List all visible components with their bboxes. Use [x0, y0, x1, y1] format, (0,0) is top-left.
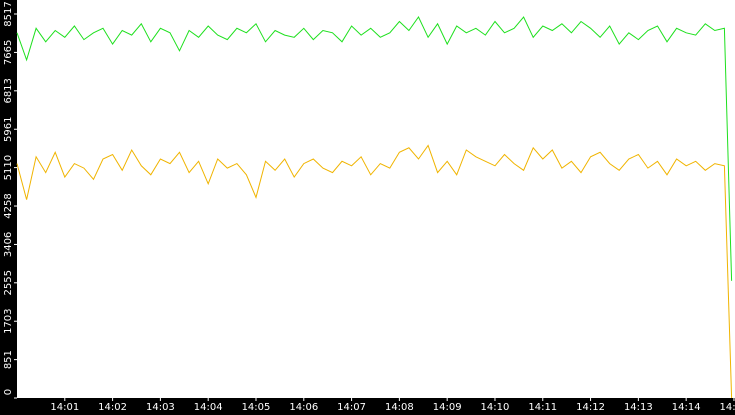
x-axis-band: [0, 398, 735, 415]
y-tick-label: 851: [3, 350, 14, 369]
y-tick-label: 8517: [3, 1, 14, 26]
y-tick-label: 3406: [3, 232, 14, 257]
series-line: [16, 16, 733, 281]
x-tick-label: 14:02: [98, 402, 127, 413]
x-tick-label: 14:04: [194, 402, 223, 413]
y-tick-label: 6813: [3, 78, 14, 103]
y-tick-label: 4258: [3, 193, 14, 218]
x-tick-label: 14:14: [672, 402, 701, 413]
y-tick-label: 5110: [3, 155, 14, 180]
x-tick-label: 14:06: [289, 402, 318, 413]
x-tick-label: 14:05: [242, 402, 271, 413]
y-axis-band: [0, 0, 17, 415]
x-tick-label: 14:01: [50, 402, 79, 413]
y-tick-label: 7665: [3, 40, 14, 65]
x-tick-label: 14:11: [528, 402, 557, 413]
x-tick-label: 14:08: [385, 402, 414, 413]
x-tick-label: 14:13: [624, 402, 653, 413]
y-tick-label: 1703: [3, 308, 14, 333]
x-tick-label: 14:15: [720, 402, 735, 413]
x-tick-label: 14:09: [433, 402, 462, 413]
y-tick-label: 2555: [3, 270, 14, 295]
y-tick-label: 0: [3, 389, 14, 395]
x-tick-label: 14:07: [337, 402, 366, 413]
x-tick-label: 14:12: [576, 402, 605, 413]
x-tick-label: 14:10: [481, 402, 510, 413]
series-line: [16, 144, 733, 399]
x-tick-label: 14:03: [146, 402, 175, 413]
y-tick-label: 5961: [3, 117, 14, 142]
